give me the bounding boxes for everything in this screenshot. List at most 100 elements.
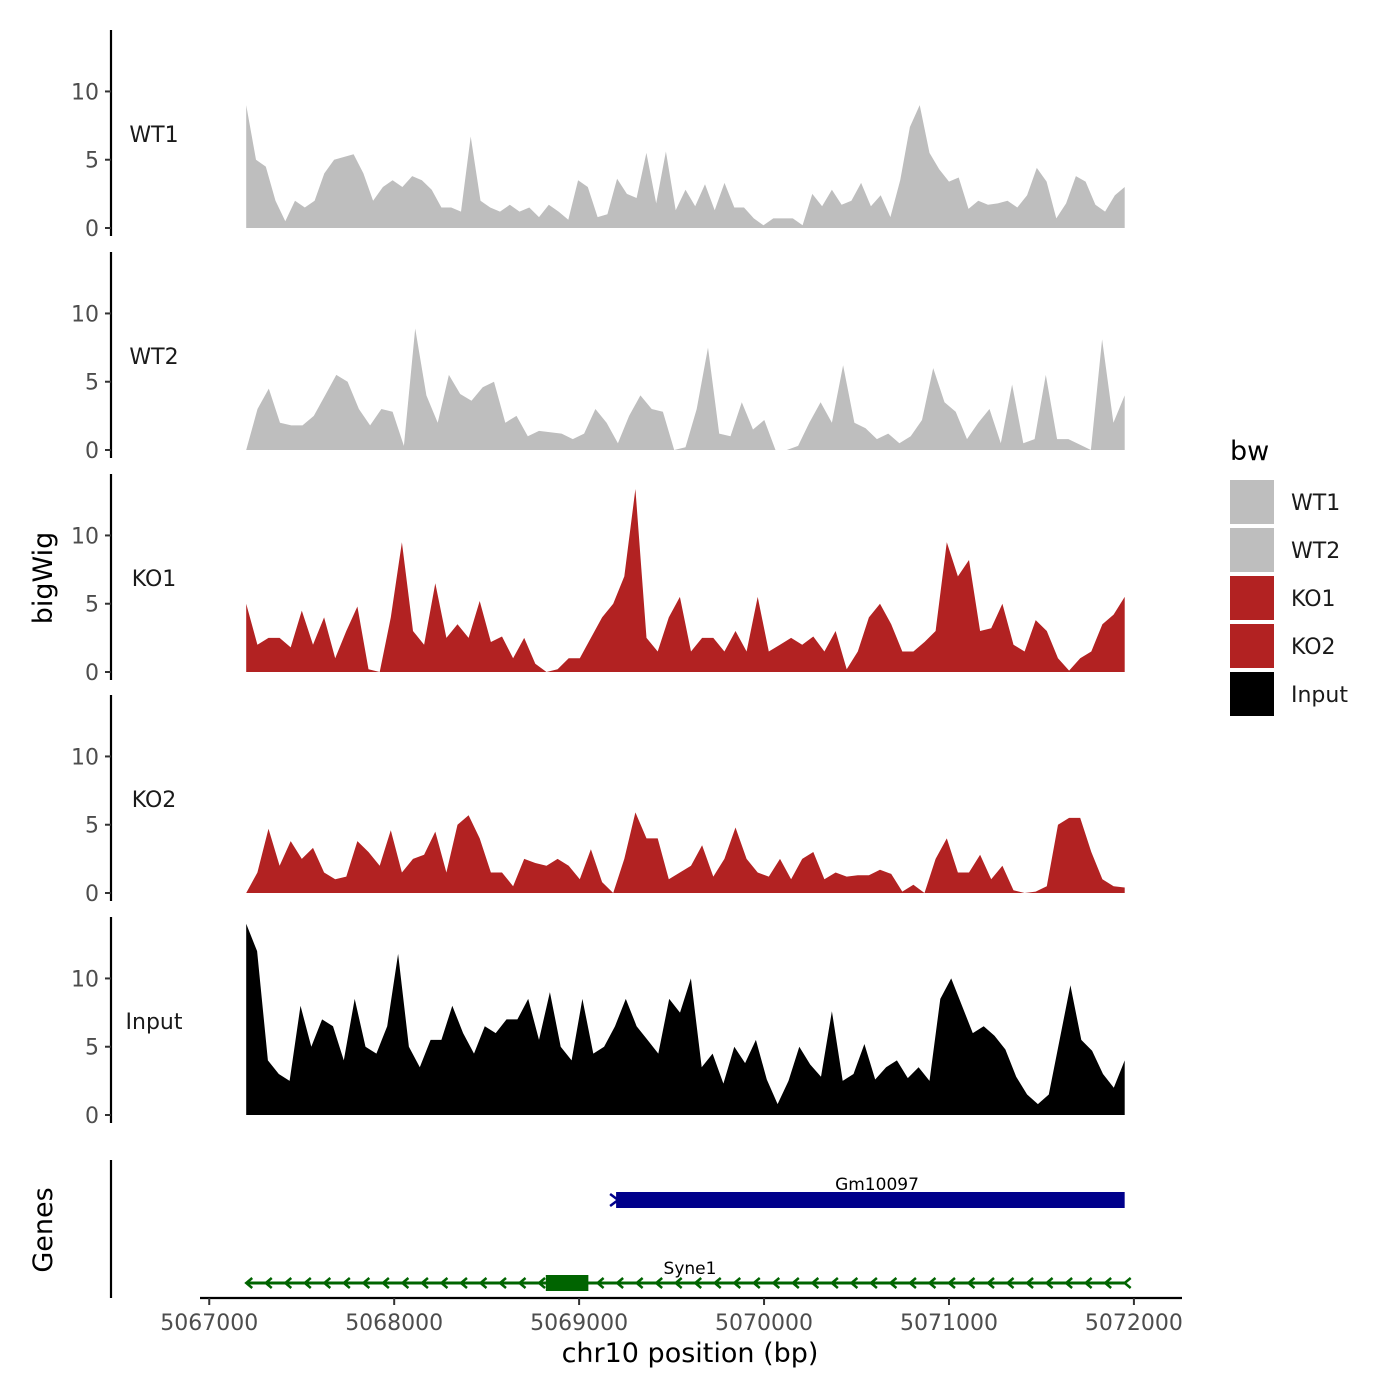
signal-tracks: 0 5 10 WT1 0 5 10 WT2 0 5 10 KO1 0 5 10 KO2 0 5 10 Input	[71, 30, 1125, 1129]
gene-strand-arrow	[615, 1277, 624, 1289]
y-tick-label: 5	[85, 593, 99, 618]
y-tick-label: 5	[85, 1036, 99, 1061]
gene-strand-arrow	[771, 1277, 781, 1289]
genes-axis-title: Genes	[28, 1187, 59, 1272]
track-label-wt1: WT1	[129, 123, 178, 148]
gene-strand-arrow	[927, 1277, 937, 1289]
legend-label-ko1: KO1	[1291, 587, 1336, 612]
gene-strand-arrow	[868, 1277, 878, 1289]
track-wt1: 0 5 10 WT1	[71, 30, 1125, 242]
gene-strand-arrow	[751, 1277, 761, 1289]
x-axis-title: chr10 position (bp)	[562, 1338, 819, 1369]
gene-strand-arrow	[966, 1277, 976, 1289]
gene-strand-arrow	[634, 1277, 644, 1289]
y-tick-label: 10	[71, 524, 99, 549]
signal-area-ko1	[246, 489, 1125, 672]
gene-strand-arrow	[829, 1277, 839, 1289]
y-tick-label: 0	[85, 1104, 99, 1129]
gene-strand-arrow	[380, 1277, 390, 1289]
gene-label-gm10097: Gm10097	[835, 1175, 919, 1195]
gene-strand-arrow	[595, 1277, 605, 1289]
gene-strand-arrow	[283, 1277, 293, 1289]
y-tick-label: 10	[71, 967, 99, 992]
legend-key-wt1	[1230, 480, 1274, 524]
gene-strand-arrow	[986, 1277, 995, 1289]
x-axis: 5067000 5068000 5069000 5070000 5071000 50720…	[160, 1296, 1183, 1336]
x-tick-label: 5072000	[1085, 1311, 1183, 1336]
y-axis-title: bigWig	[28, 532, 59, 625]
gene-strand-arrow	[1025, 1277, 1034, 1289]
legend-label-ko2: KO2	[1291, 635, 1336, 660]
y-tick-label: 5	[85, 371, 99, 396]
signal-area-ko2	[246, 812, 1125, 893]
gene-strand-arrow	[341, 1277, 351, 1289]
gene-strand-arrow	[732, 1277, 742, 1289]
y-tick-label: 10	[71, 302, 99, 327]
legend-key-ko1	[1230, 576, 1274, 620]
legend-label-wt2: WT2	[1291, 539, 1340, 564]
gene-strand-arrow	[1103, 1277, 1112, 1289]
gene-strand-arrow	[888, 1277, 898, 1289]
signal-area-input	[246, 923, 1125, 1115]
track-label-ko1: KO1	[132, 567, 177, 592]
gene-strand-arrow	[517, 1277, 527, 1289]
gene-strand-arrow	[693, 1277, 703, 1289]
y-tick-label: 0	[85, 882, 99, 907]
gene-strand-arrow	[1064, 1277, 1073, 1289]
legend-key-ko2	[1230, 624, 1274, 668]
gene-strand-arrow	[478, 1277, 488, 1289]
signal-area-wt2	[246, 328, 1125, 450]
gene-strand-arrow	[673, 1277, 683, 1289]
legend-label-wt1: WT1	[1291, 491, 1340, 516]
gene-strand-arrow	[498, 1277, 507, 1289]
legend-label-input: Input	[1291, 683, 1348, 708]
gene-strand-arrow	[1044, 1277, 1054, 1289]
gene-strand-arrow	[947, 1277, 956, 1289]
gene-exon-syne1	[545, 1275, 589, 1291]
gene-strand-arrow	[361, 1277, 371, 1289]
track-label-input: Input	[126, 1010, 183, 1035]
track-ko1: 0 5 10 KO1	[71, 474, 1125, 686]
y-tick-label: 0	[85, 661, 99, 686]
legend-title: bw	[1230, 436, 1269, 467]
legend: bw WT1 WT2 KO1 KO2 Input	[1230, 436, 1348, 716]
gene-strand-arrow	[419, 1277, 429, 1289]
x-tick-label: 5069000	[530, 1311, 628, 1336]
gene-strand-arrow	[1005, 1277, 1015, 1289]
gene-strand-arrow	[1122, 1277, 1132, 1289]
gene-strand-arrow	[400, 1277, 410, 1289]
genes-track: Gm10097 Syne1	[109, 1160, 1132, 1298]
gene-strand-arrow	[907, 1277, 917, 1289]
x-tick-label: 5070000	[715, 1311, 813, 1336]
legend-key-input	[1230, 672, 1274, 716]
track-wt2: 0 5 10 WT2	[71, 252, 1125, 464]
x-tick-label: 5071000	[900, 1311, 998, 1336]
signal-area-wt1	[246, 105, 1125, 228]
gene-strand-arrow	[537, 1277, 546, 1289]
gene-strand-arrow	[459, 1277, 468, 1289]
gene-strand-arrow	[322, 1277, 332, 1289]
gene-strand-arrow	[439, 1277, 449, 1289]
gene-strand-arrow	[263, 1277, 273, 1289]
gene-strand-arrow	[849, 1277, 859, 1289]
track-label-wt2: WT2	[129, 345, 178, 370]
x-tick-label: 5067000	[160, 1311, 258, 1336]
y-tick-label: 10	[71, 80, 99, 105]
gene-strand-arrow	[712, 1277, 722, 1289]
x-tick-label: 5068000	[345, 1311, 443, 1336]
y-tick-label: 10	[71, 745, 99, 770]
gene-strand-arrow	[654, 1277, 663, 1289]
gene-strand-arrow	[244, 1277, 254, 1289]
gene-label-syne1: Syne1	[664, 1259, 717, 1279]
track-input: 0 5 10 Input	[71, 917, 1125, 1129]
y-tick-label: 5	[85, 814, 99, 839]
track-ko2: 0 5 10 KO2	[71, 695, 1125, 907]
gene-strand-arrow	[609, 1193, 621, 1207]
gene-strand-arrow	[302, 1277, 312, 1289]
gene-strand-arrow	[810, 1277, 820, 1289]
y-tick-label: 0	[85, 439, 99, 464]
y-tick-label: 0	[85, 217, 99, 242]
gene-body-gm10097	[616, 1192, 1125, 1208]
